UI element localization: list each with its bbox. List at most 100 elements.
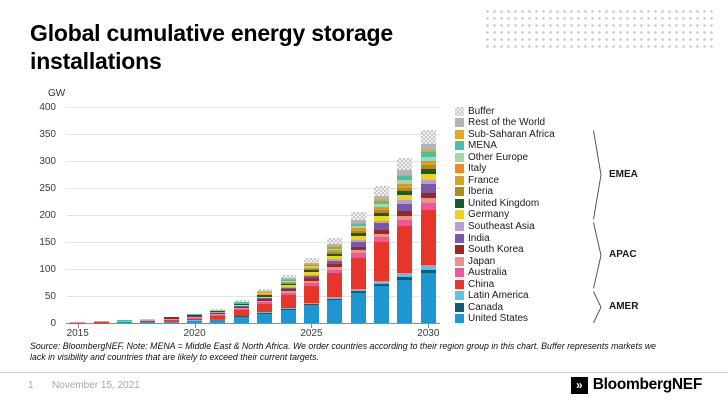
bar-2027 xyxy=(350,211,366,323)
bar-segment-other-europe xyxy=(280,280,296,282)
bar-segment-latin-america xyxy=(280,307,296,309)
page-title-line1: Global cumulative energy storage xyxy=(30,20,393,46)
bar-2020 xyxy=(187,313,203,323)
bar-segment-iberia xyxy=(374,210,390,213)
legend-item-france: France xyxy=(455,174,590,186)
bar-segment-india xyxy=(374,223,390,230)
bar-segment-buffer xyxy=(350,211,366,220)
legend-swatch-other-europe xyxy=(455,152,464,162)
bar-segment-southeast-asia xyxy=(327,259,343,261)
bar-segment-china xyxy=(350,257,366,289)
bar-segment-canada xyxy=(327,298,343,300)
bar-segment-rest-of-the-world xyxy=(374,195,390,200)
bar-segment-india xyxy=(303,275,319,279)
bar-segment-italy xyxy=(303,267,319,269)
bar-segment-southeast-asia xyxy=(350,239,366,242)
bloombergnef-logo: » BloombergNEF xyxy=(570,376,702,394)
bar-2021 xyxy=(210,308,226,323)
bar-segment-japan xyxy=(187,317,203,319)
y-axis-unit-label: GW xyxy=(48,88,66,99)
legend-label: China xyxy=(468,278,495,290)
bar-segment-italy xyxy=(350,228,366,230)
dot-pattern-decoration xyxy=(484,8,716,48)
bar-segment-germany xyxy=(257,296,273,298)
bar-segment-latin-america xyxy=(374,280,390,285)
bar-segment-france xyxy=(420,163,436,166)
source-note: Source: BloombergNEF. Note: MENA = Middl… xyxy=(30,341,718,364)
bar-segment-south-korea xyxy=(280,289,296,292)
bar-segment-mena xyxy=(420,151,436,157)
bar-segment-iberia xyxy=(327,252,343,254)
legend-swatch-south-korea xyxy=(455,245,464,255)
legend-label: Australia xyxy=(468,267,507,279)
bar-segment-japan xyxy=(327,267,343,270)
gridline xyxy=(66,161,440,162)
bar-segment-latin-america xyxy=(303,302,319,305)
bar-2015 xyxy=(70,322,86,323)
legend-label: Southeast Asia xyxy=(468,220,535,232)
bar-segment-latin-america xyxy=(327,296,343,299)
bar-segment-mena xyxy=(374,200,390,204)
legend-item-mena: MENA xyxy=(455,140,590,151)
bar-2026 xyxy=(327,237,343,323)
gridline xyxy=(66,188,440,189)
bar-segment-south-korea xyxy=(210,312,226,314)
bar-2025 xyxy=(303,258,319,323)
bar-segment-australia xyxy=(303,282,319,286)
legend-label: Rest of the World xyxy=(468,117,546,129)
legend-label: France xyxy=(468,174,500,186)
bar-segment-india xyxy=(420,183,436,193)
bar-segment-sub-saharan-africa xyxy=(397,174,413,177)
y-tick-label: 400 xyxy=(39,102,56,113)
bar-segment-latin-america xyxy=(350,288,366,292)
bar-segment-sub-saharan-africa xyxy=(327,245,343,247)
bar-2019 xyxy=(163,316,179,323)
bar-segment-mena xyxy=(303,264,319,267)
legend-item-latin-america: Latin America xyxy=(455,290,590,301)
bar-segment-buffer xyxy=(233,300,249,302)
legend-item-iberia: Iberia xyxy=(455,186,590,197)
region-label-apac: APAC xyxy=(609,249,637,261)
bar-segment-united-states xyxy=(233,316,249,323)
bar-segment-south-korea xyxy=(163,318,179,320)
y-tick-label: 200 xyxy=(39,210,56,221)
bar-segment-canada xyxy=(420,270,436,274)
bar-segment-buffer xyxy=(420,129,436,145)
legend-label: Germany xyxy=(468,209,510,221)
x-tick-mark xyxy=(311,324,313,328)
bar-segment-south-korea xyxy=(187,316,203,318)
bar-segment-india xyxy=(257,298,273,300)
y-tick-label: 350 xyxy=(39,129,56,140)
x-tick-label: 2030 xyxy=(417,328,440,339)
bar-segment-iberia xyxy=(350,231,366,234)
region-bracket-apac xyxy=(593,222,603,294)
legend-item-japan: Japan xyxy=(455,256,590,267)
page-number: 1 xyxy=(28,380,34,391)
legend-label: United States xyxy=(468,313,529,325)
bar-segment-italy xyxy=(374,206,390,209)
region-label-amer: AMER xyxy=(609,300,639,312)
bar-2030 xyxy=(420,129,436,323)
legend-label: United Kingdom xyxy=(468,197,540,209)
bar-segment-france xyxy=(397,185,413,188)
legend-item-united-states: United States xyxy=(455,313,590,325)
bar-segment-australia xyxy=(280,293,296,296)
legend-label: Italy xyxy=(468,163,487,175)
bar-segment-south-korea xyxy=(397,211,413,216)
bar-segment-buffer xyxy=(280,274,296,279)
bar-segment-buffer xyxy=(397,157,413,171)
bar-segment-united-states xyxy=(187,320,203,323)
bar-segment-germany xyxy=(233,304,249,307)
region-brackets: EMEA APAC AMER xyxy=(593,106,713,324)
bar-segment-australia xyxy=(327,269,343,274)
bar-segment-china xyxy=(140,321,156,322)
bar-segment-united-kingdom xyxy=(374,212,390,217)
bar-segment-china xyxy=(257,303,273,313)
bar-segment-germany xyxy=(397,195,413,201)
bar-segment-china xyxy=(210,315,226,319)
bar-segment-southeast-asia xyxy=(420,179,436,184)
x-tick-label: 2025 xyxy=(300,328,323,339)
footer-divider xyxy=(0,372,728,373)
legend-swatch-sub-saharan-africa xyxy=(455,129,464,139)
